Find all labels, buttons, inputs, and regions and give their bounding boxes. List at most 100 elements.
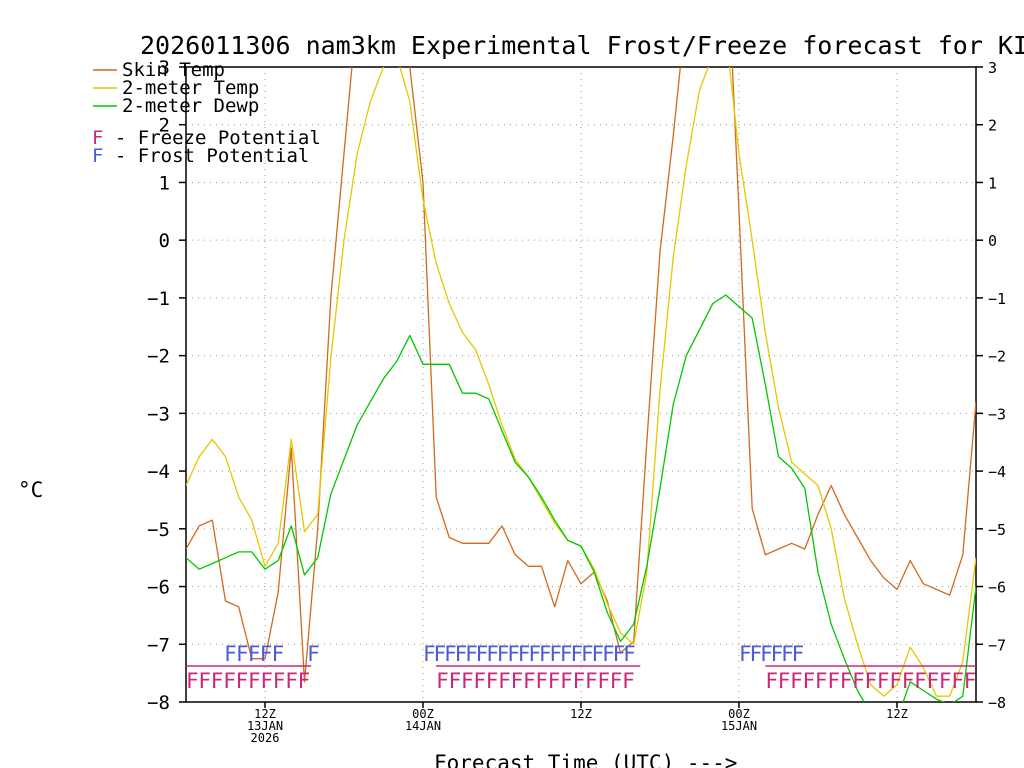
- freeze-flag: F: [285, 669, 298, 693]
- freeze-flag: F: [461, 669, 474, 693]
- y-tick-label-right: −7: [988, 636, 1006, 654]
- y-tick-label-right: −8: [988, 694, 1006, 712]
- freeze-flag: F: [902, 669, 915, 693]
- freeze-flag: F: [914, 669, 927, 693]
- freeze-flag: F: [803, 669, 816, 693]
- frost-flag: F: [792, 642, 805, 666]
- legend-flag-label: F - Freeze Potential: [92, 127, 321, 149]
- y-tick-label-left: 3: [159, 57, 170, 79]
- frost-flag: F: [750, 642, 763, 666]
- x-tick-label: 2026: [251, 731, 280, 745]
- freeze-flag: F: [865, 669, 878, 693]
- frost-flag: F: [518, 642, 531, 666]
- y-tick-label-right: −6: [988, 579, 1006, 597]
- y-tick-label-left: −5: [147, 519, 170, 541]
- y-tick-label-left: −7: [147, 634, 170, 656]
- y-tick-label-right: 2: [988, 117, 997, 135]
- frost-flag: F: [434, 642, 447, 666]
- y-axis-label: °C: [18, 478, 43, 502]
- freeze-flag: F: [436, 669, 449, 693]
- y-tick-label-left: −3: [147, 403, 170, 425]
- freeze-flag: F: [523, 669, 536, 693]
- freeze-flag: F: [840, 669, 853, 693]
- freeze-flag: F: [248, 669, 261, 693]
- y-tick-label-left: 0: [159, 230, 170, 252]
- y-tick-label-right: −2: [988, 348, 1006, 366]
- freeze-flag: F: [585, 669, 598, 693]
- chart-title: 2026011306 nam3km Experimental Frost/Fre…: [140, 31, 1024, 60]
- y-tick-label-right: −1: [988, 290, 1006, 308]
- frost-flag: F: [224, 642, 237, 666]
- freeze-flag: F: [498, 669, 511, 693]
- frost-flag: F: [260, 642, 273, 666]
- frost-flag: F: [476, 642, 489, 666]
- frost-flag: F: [444, 642, 457, 666]
- freeze-flag: F: [827, 669, 840, 693]
- freeze-flag: F: [597, 669, 610, 693]
- legend-label: Skin Temp: [122, 59, 225, 81]
- frost-flag: F: [549, 642, 562, 666]
- freeze-flag: F: [790, 669, 803, 693]
- frost-flag: F: [507, 642, 520, 666]
- frost-flag: F: [539, 642, 552, 666]
- freeze-flag: F: [511, 669, 524, 693]
- freeze-flag: F: [486, 669, 499, 693]
- legend-flag-label: F - Frost Potential: [92, 145, 309, 167]
- y-tick-label-right: 1: [988, 174, 997, 192]
- frost-flag: F: [486, 642, 499, 666]
- frost-flag: F: [592, 642, 605, 666]
- x-tick-label: 00Z: [728, 707, 750, 721]
- freeze-flag: F: [778, 669, 791, 693]
- y-tick-label-left: −6: [147, 577, 170, 599]
- frost-flag: F: [623, 642, 636, 666]
- series-line-skin-temp: [186, 67, 976, 683]
- freeze-flag: F: [473, 669, 486, 693]
- y-tick-label-right: 3: [988, 59, 997, 77]
- y-tick-label-left: 2: [159, 115, 170, 137]
- frost-flag: F: [423, 642, 436, 666]
- freeze-flag: F: [951, 669, 964, 693]
- freeze-flag: F: [223, 669, 236, 693]
- frost-flag: F: [760, 642, 773, 666]
- x-tick-label: 12Z: [570, 707, 592, 721]
- freeze-flag: F: [211, 669, 224, 693]
- frost-flag: F: [465, 642, 478, 666]
- freeze-flag: F: [877, 669, 890, 693]
- y-tick-label-right: −4: [988, 463, 1006, 481]
- frost-flag: F: [455, 642, 468, 666]
- x-tick-label: 15JAN: [721, 719, 757, 733]
- freeze-flag: F: [449, 669, 462, 693]
- x-tick-label: 14JAN: [405, 719, 441, 733]
- freeze-flag: F: [260, 669, 273, 693]
- y-tick-label-left: −2: [147, 346, 170, 368]
- y-tick-label-left: −8: [147, 692, 170, 714]
- y-tick-label-right: −5: [988, 521, 1006, 539]
- frost-flag: F: [781, 642, 794, 666]
- frost-flag: F: [528, 642, 541, 666]
- freeze-flag: F: [939, 669, 952, 693]
- freeze-flag: F: [852, 669, 865, 693]
- y-tick-label-right: 0: [988, 232, 997, 250]
- freeze-flag: F: [535, 669, 548, 693]
- frost-flag: F: [560, 642, 573, 666]
- y-tick-label-left: 1: [159, 172, 170, 194]
- freeze-flag: F: [560, 669, 573, 693]
- freeze-flag: F: [548, 669, 561, 693]
- y-tick-label-left: −1: [147, 288, 170, 310]
- x-tick-label: 12Z: [886, 707, 908, 721]
- frost-flag: F: [307, 642, 320, 666]
- frost-flag: F: [236, 642, 249, 666]
- y-axis: −8 −8 −7 −7 −6 −6 −5 −5 −4 −4 −3 −3 −2 −2 −1 −1 0 0 1 1 2 2 3 3: [147, 57, 1006, 714]
- series-line-2-meter-dewp: [186, 294, 976, 702]
- frost-flag: F: [581, 642, 594, 666]
- freeze-flag: F: [964, 669, 977, 693]
- y-tick-label-right: −3: [988, 405, 1006, 423]
- legend-label: 2-meter Dewp: [122, 95, 259, 117]
- frost-flag: F: [613, 642, 626, 666]
- freeze-flag: F: [573, 669, 586, 693]
- freeze-flag: F: [273, 669, 286, 693]
- freeze-flag: F: [815, 669, 828, 693]
